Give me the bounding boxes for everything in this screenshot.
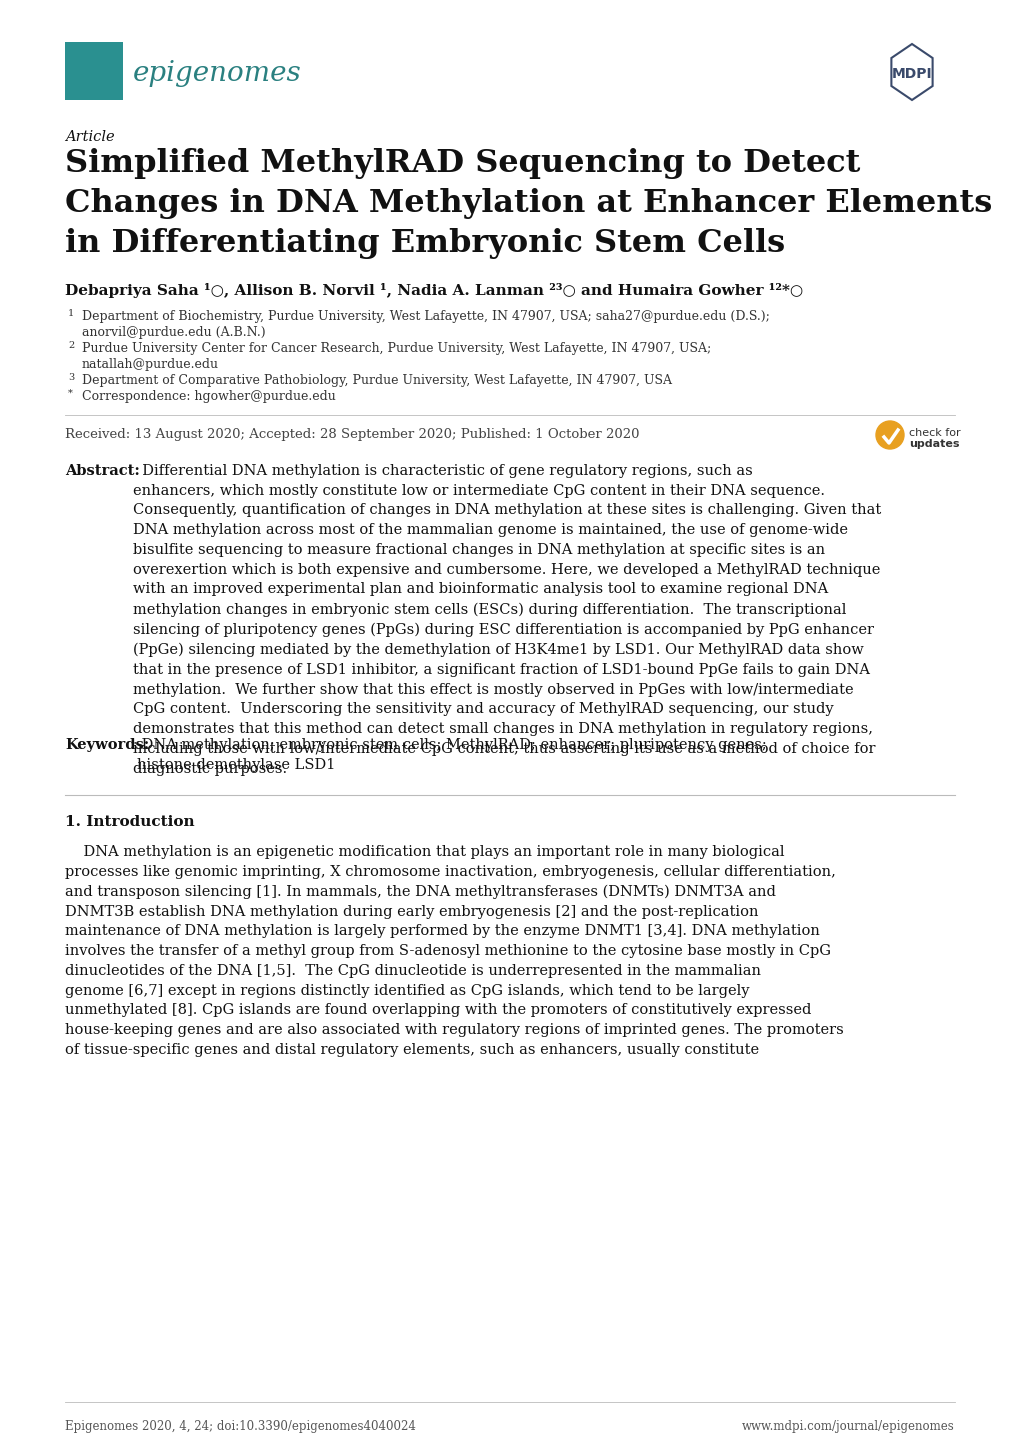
Text: Keywords:: Keywords: bbox=[65, 738, 149, 751]
Text: Received: 13 August 2020; Accepted: 28 September 2020; Published: 1 October 2020: Received: 13 August 2020; Accepted: 28 S… bbox=[65, 428, 639, 441]
Text: Correspondence: hgowher@purdue.edu: Correspondence: hgowher@purdue.edu bbox=[82, 389, 335, 402]
Text: www.mdpi.com/journal/epigenomes: www.mdpi.com/journal/epigenomes bbox=[742, 1420, 954, 1433]
FancyBboxPatch shape bbox=[65, 42, 123, 99]
Text: DNA methylation; embryonic stem cells; MethylRAD; enhancer; pluripotency genes;
: DNA methylation; embryonic stem cells; M… bbox=[137, 738, 766, 771]
Text: in Differentiating Embryonic Stem Cells: in Differentiating Embryonic Stem Cells bbox=[65, 228, 785, 260]
Text: 1: 1 bbox=[68, 309, 74, 319]
Text: Debapriya Saha ¹○, Allison B. Norvil ¹, Nadia A. Lanman ²³○ and Humaira Gowher ¹: Debapriya Saha ¹○, Allison B. Norvil ¹, … bbox=[65, 283, 802, 298]
Text: anorvil@purdue.edu (A.B.N.): anorvil@purdue.edu (A.B.N.) bbox=[82, 326, 265, 339]
Text: Department of Biochemistry, Purdue University, West Lafayette, IN 47907, USA; sa: Department of Biochemistry, Purdue Unive… bbox=[82, 310, 769, 323]
Text: Differential DNA methylation is characteristic of gene regulatory regions, such : Differential DNA methylation is characte… bbox=[132, 464, 880, 776]
Text: Abstract:: Abstract: bbox=[65, 464, 140, 477]
Text: Purdue University Center for Cancer Research, Purdue University, West Lafayette,: Purdue University Center for Cancer Rese… bbox=[82, 342, 710, 355]
Text: 1. Introduction: 1. Introduction bbox=[65, 815, 195, 829]
Text: MDPI: MDPI bbox=[891, 66, 931, 81]
Text: updates: updates bbox=[908, 438, 959, 448]
Text: Department of Comparative Pathobiology, Purdue University, West Lafayette, IN 47: Department of Comparative Pathobiology, … bbox=[82, 373, 672, 386]
Text: Simplified MethylRAD Sequencing to Detect: Simplified MethylRAD Sequencing to Detec… bbox=[65, 149, 860, 179]
Text: *: * bbox=[68, 389, 72, 398]
Text: DNA methylation is an epigenetic modification that plays an important role in ma: DNA methylation is an epigenetic modific… bbox=[65, 845, 843, 1057]
Text: epigenomes: epigenomes bbox=[132, 61, 302, 88]
Text: 2: 2 bbox=[68, 340, 74, 350]
Text: natallah@purdue.edu: natallah@purdue.edu bbox=[82, 358, 219, 371]
Text: Article: Article bbox=[65, 130, 114, 144]
Text: Changes in DNA Methylation at Enhancer Elements: Changes in DNA Methylation at Enhancer E… bbox=[65, 187, 991, 219]
Text: check for: check for bbox=[908, 428, 960, 438]
Text: 3: 3 bbox=[68, 373, 74, 382]
Text: Epigenomes 2020, 4, 24; doi:10.3390/epigenomes4040024: Epigenomes 2020, 4, 24; doi:10.3390/epig… bbox=[65, 1420, 416, 1433]
Circle shape bbox=[875, 421, 903, 448]
